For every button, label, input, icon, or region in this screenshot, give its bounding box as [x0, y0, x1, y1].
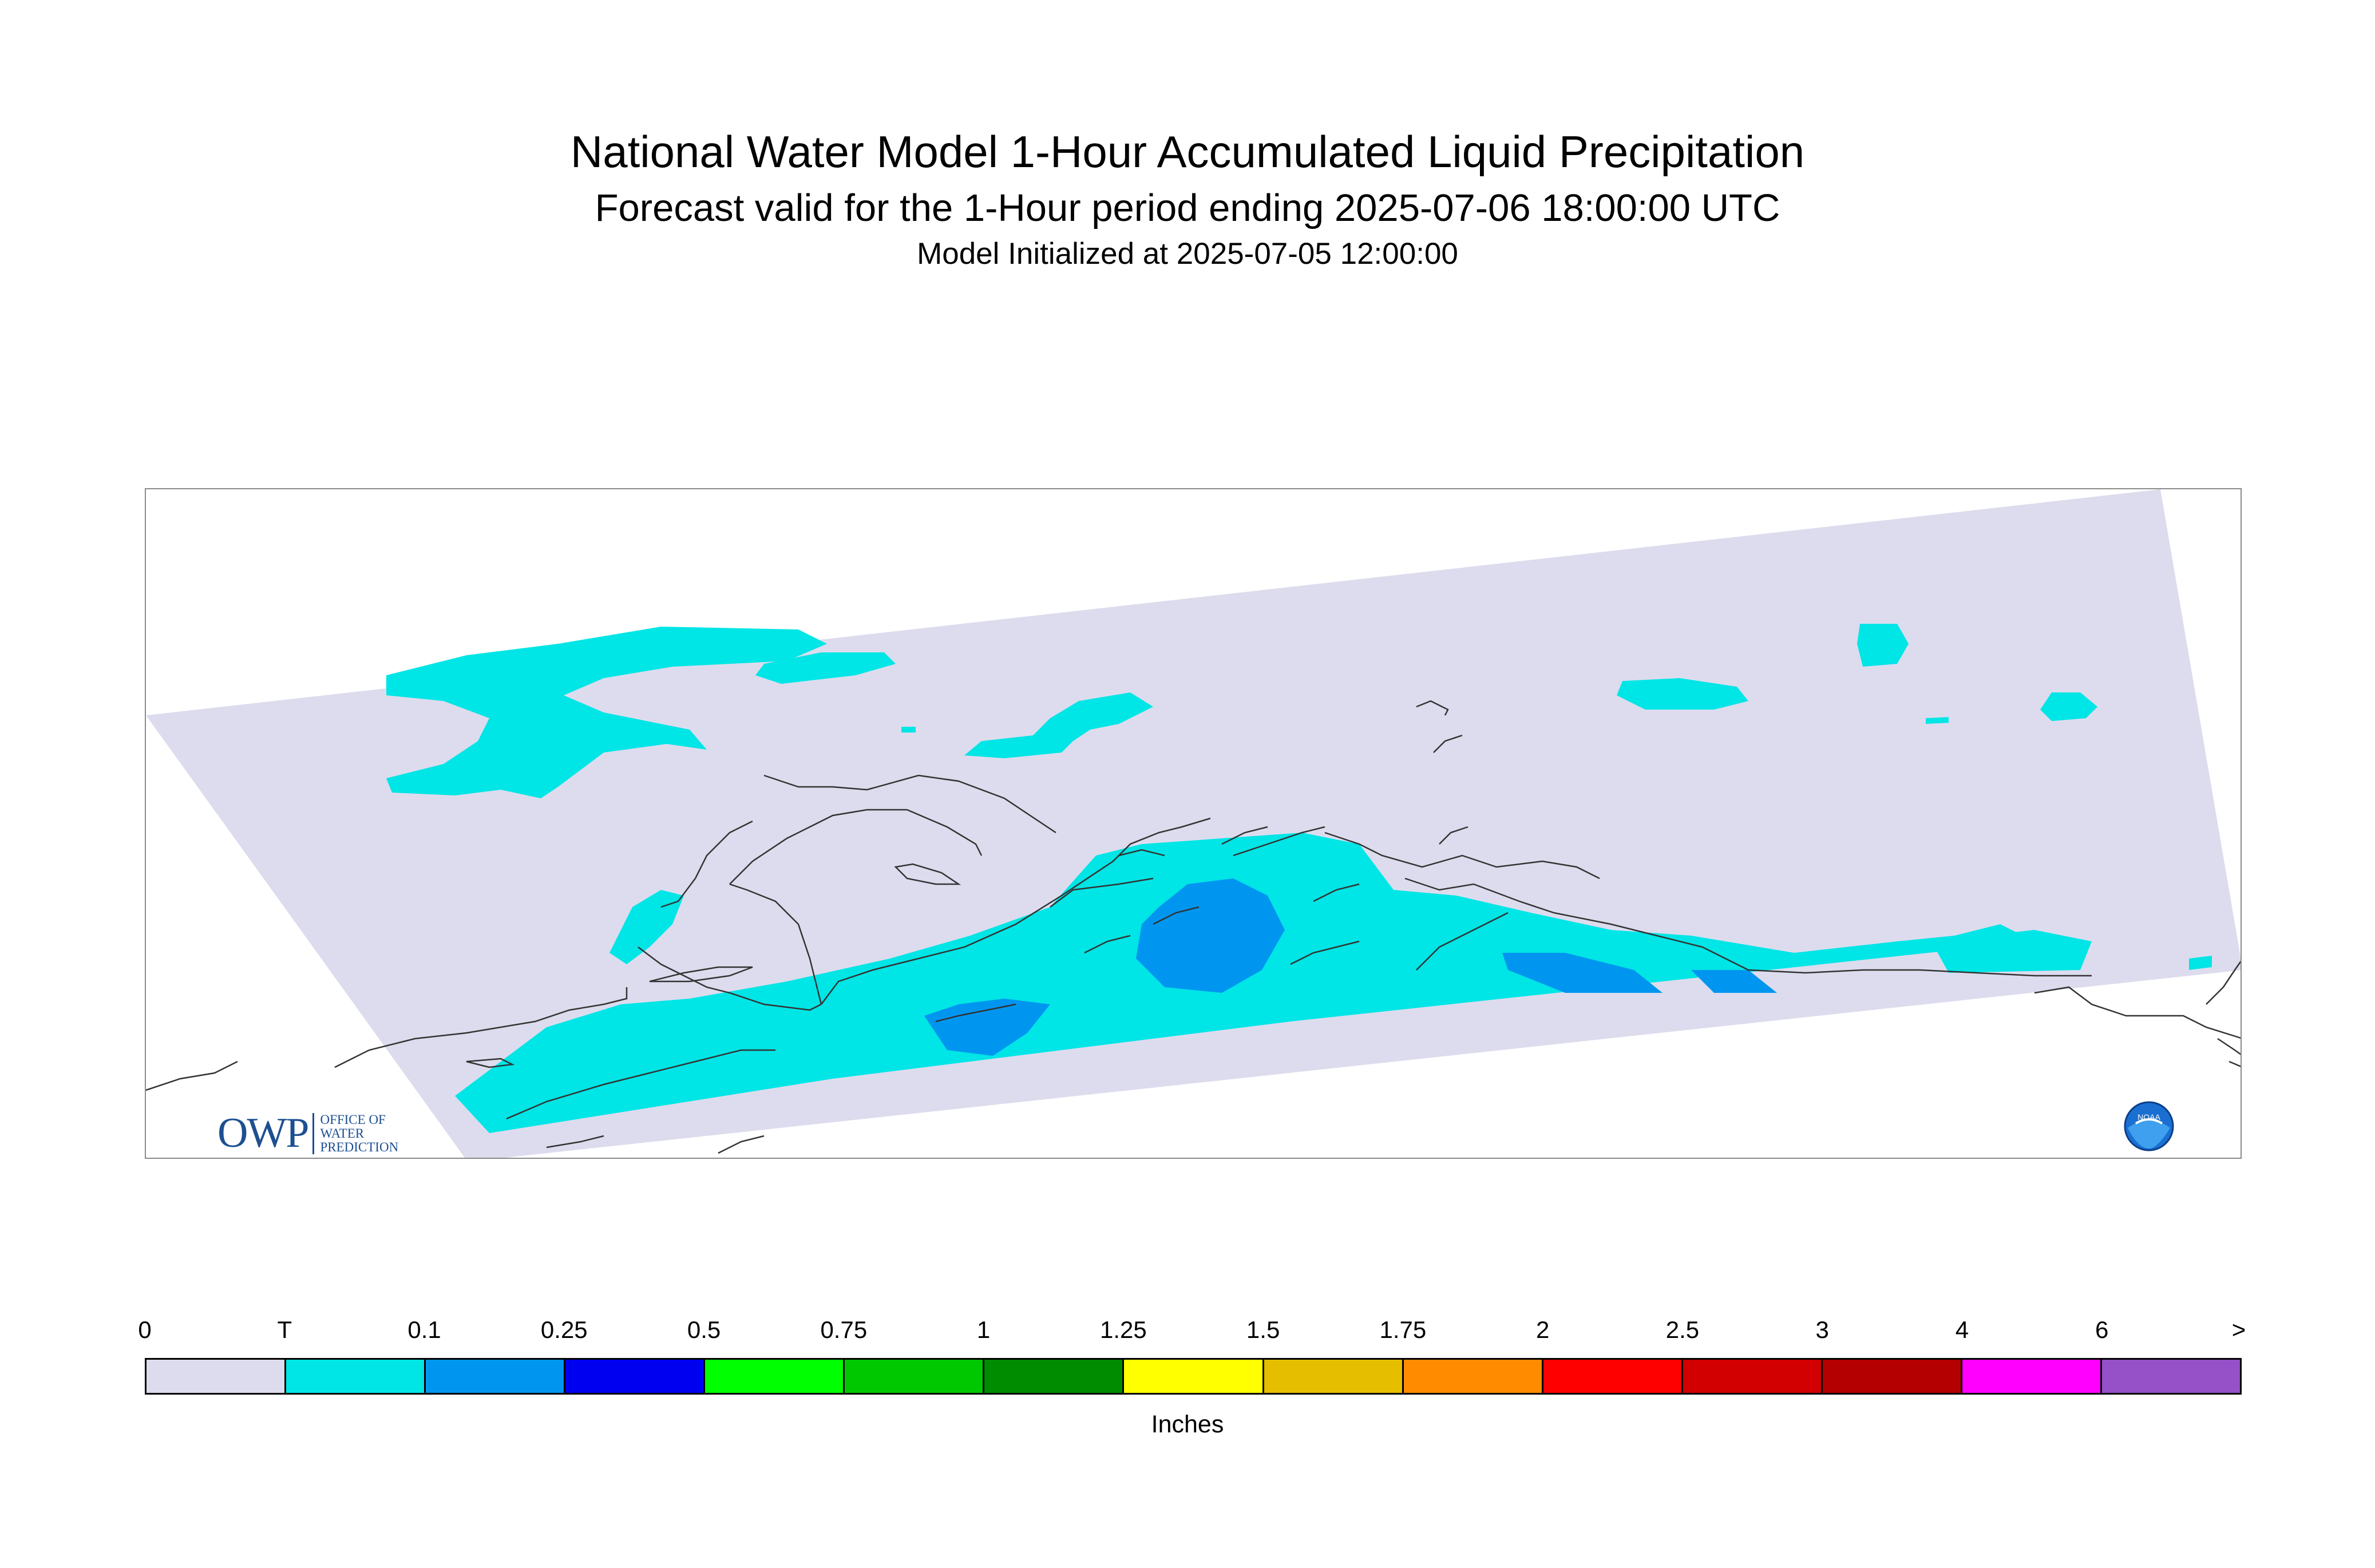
legend-tick-label: 0: [138, 1316, 152, 1343]
colorbar-swatch: [705, 1360, 845, 1393]
colorbar-swatch: [1264, 1360, 1404, 1393]
map-title: National Water Model 1-Hour Accumulated …: [570, 126, 1805, 177]
precip-trace-blob: [901, 727, 916, 732]
precip-trace-blob: [1926, 717, 1949, 724]
precip-trace-band: [455, 833, 2034, 1133]
coastlines: [146, 700, 2241, 1154]
owp-logo-text: OWP: [217, 1110, 309, 1157]
precip-trace-blob: [1931, 930, 2092, 973]
owp-logo: OWP OFFICE OF WATER PREDICTION: [217, 1109, 398, 1158]
precip-trace-blob: [386, 627, 827, 798]
colorbar-swatch: [1822, 1360, 1962, 1393]
legend-tick-label: 4: [1955, 1316, 1969, 1343]
colorbar-swatch: [2101, 1360, 2240, 1393]
colorbar-swatch: [1124, 1360, 1264, 1393]
legend-tick-label: 0.25: [540, 1316, 588, 1343]
colorbar-swatch: [1543, 1360, 1683, 1393]
precip-trace-blob: [609, 890, 684, 964]
precip-light-area: [1136, 878, 1285, 993]
legend-tick-label: 2: [1535, 1316, 1550, 1343]
noaa-logo: NOAA: [2124, 1101, 2174, 1151]
precip-trace-blob: [1857, 624, 1909, 667]
legend-tick-label: 1: [976, 1316, 991, 1343]
legend-tick-label: 6: [2095, 1316, 2109, 1343]
legend-tick-label: 0.1: [407, 1316, 441, 1343]
precip-trace-blob: [964, 692, 1153, 758]
precipitation-map: [146, 489, 2241, 1158]
owp-logo-subtext: OFFICE OF WATER PREDICTION: [312, 1112, 398, 1154]
colorbar-swatch: [1962, 1360, 2102, 1393]
legend-units: Inches: [1151, 1411, 1224, 1438]
colorbar-swatch: [845, 1360, 985, 1393]
colorbar-swatch: [565, 1360, 706, 1393]
legend-tick-label: >: [2231, 1316, 2246, 1343]
precip-light-area: [1691, 970, 1777, 993]
precip-light-area: [924, 999, 1050, 1056]
legend-tick-label: 1.75: [1379, 1316, 1427, 1343]
legend-tick-label: T: [277, 1316, 292, 1343]
colorbar-swatch: [426, 1360, 566, 1393]
legend-tick-label: 0.5: [687, 1316, 721, 1343]
precip-trace-blob: [2189, 956, 2212, 970]
colorbar-swatch: [286, 1360, 426, 1393]
map-subtitle: Forecast valid for the 1-Hour period end…: [595, 187, 1780, 229]
legend-tick-label: 0.75: [820, 1316, 868, 1343]
colorbar-swatch: [147, 1360, 287, 1393]
legend-tick-label: 1.5: [1246, 1316, 1280, 1343]
map-panel: [145, 488, 2242, 1159]
precip-trace-blob: [1617, 678, 1748, 710]
legend-tick-label: 1.25: [1099, 1316, 1147, 1343]
precip-colorbar: [145, 1358, 2242, 1395]
precip-light-area: [1502, 953, 1662, 993]
precip-trace-blob: [2040, 692, 2097, 721]
colorbar-swatch: [1403, 1360, 1543, 1393]
legend-tick-label: 3: [1815, 1316, 1829, 1343]
noaa-logo-text: NOAA: [2138, 1112, 2160, 1122]
model-init-time: Model Initialized at 2025-07-05 12:00:00: [917, 237, 1458, 271]
legend-tick-labels: 0 T 0.1 0.25 0.5 0.75 1 1.25 1.5 1.75 2 2.5 3 4 6 >: [0, 1316, 2375, 1351]
precip-trace-blob: [755, 652, 896, 684]
legend-tick-label: 2.5: [1665, 1316, 1700, 1343]
colorbar-swatch: [984, 1360, 1125, 1393]
colorbar-swatch: [1683, 1360, 1823, 1393]
